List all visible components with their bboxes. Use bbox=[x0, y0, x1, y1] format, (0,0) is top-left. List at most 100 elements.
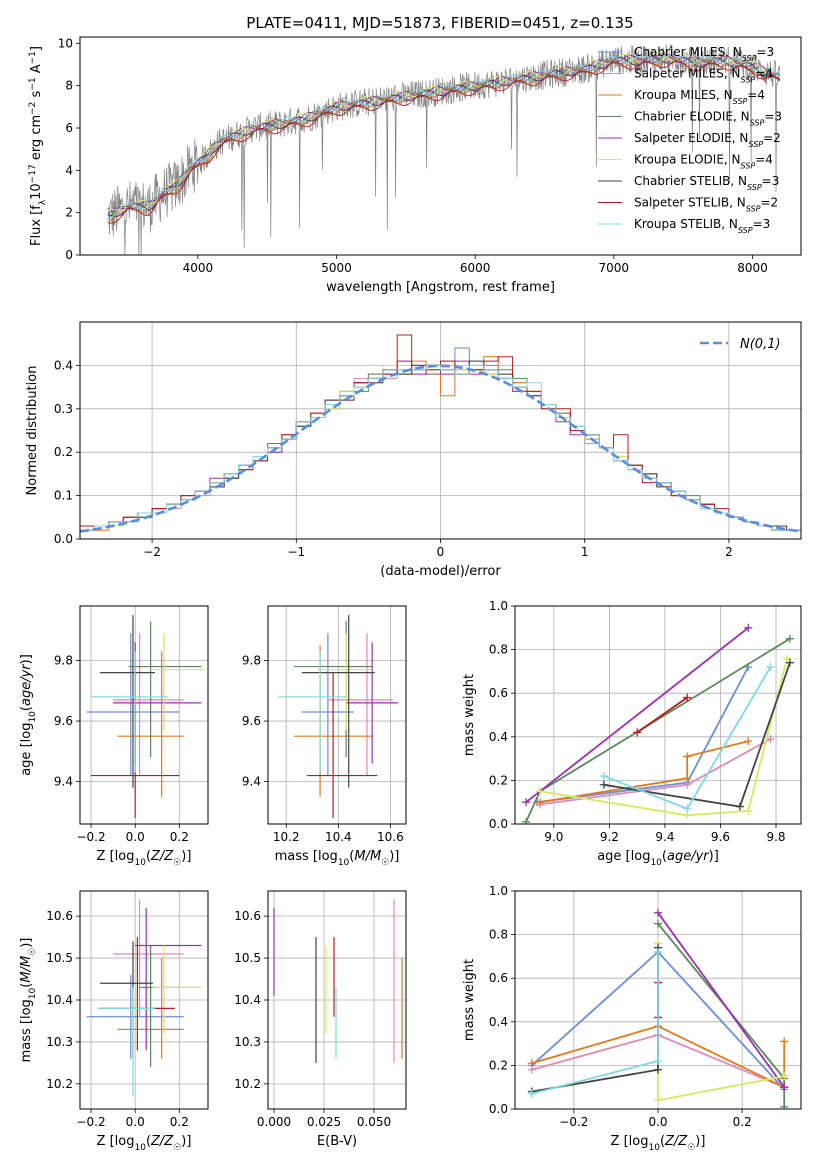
plot-area bbox=[522, 623, 794, 824]
chart-spectrum: 4000 5000 6000 7000 8000 0 2 4 6 8 10 Chabrier MILE… bbox=[28, 36, 802, 295]
model-spectrum-line bbox=[107, 60, 781, 224]
axes-frame: −0.2 0.0 0.2 9.4 9.6 9.8 Z [log10(Z/Z☉)] age [l… bbox=[19, 605, 209, 868]
legend-label: Salpeter ELODIE, NSSP=2 bbox=[634, 131, 781, 149]
weight-point-marker bbox=[780, 1083, 789, 1092]
chart-mass-vs-metallicity: −0.2 0.0 0.2 10.2 10.3 10.4 10.5 10.6 Z [log10(Z… bbox=[19, 890, 209, 1153]
plot-area bbox=[80, 334, 801, 539]
legend-label: Kroupa STELIB, NSSP=3 bbox=[634, 217, 770, 235]
weight-point-marker bbox=[535, 798, 544, 807]
x-tick-label: 0.2 bbox=[170, 1115, 189, 1129]
axes-frame: −0.2 0.0 0.2 0.0 0.2 0.4 0.6 0.8 1.0 Z [log10(Z/Z… bbox=[462, 884, 802, 1153]
x-axis-label: Z [log10(Z/Z☉)] bbox=[97, 849, 192, 868]
observed-spectrum bbox=[107, 44, 781, 255]
legend-label: Kroupa MILES, NSSP=4 bbox=[634, 88, 765, 106]
y-tick-label: 10.4 bbox=[46, 993, 73, 1007]
weight-point-marker bbox=[744, 623, 753, 632]
y-tick-label: 10.4 bbox=[234, 993, 261, 1007]
y-tick-label: 10.3 bbox=[46, 1035, 73, 1049]
weight-series-line bbox=[525, 627, 749, 803]
x-tick-label: 0 bbox=[437, 545, 445, 559]
x-tick-label: 0.000 bbox=[257, 1115, 291, 1129]
weight-point-marker bbox=[683, 693, 692, 702]
x-tick-label: 7000 bbox=[599, 261, 630, 275]
weight-point-marker bbox=[683, 774, 692, 783]
weight-point-marker bbox=[766, 734, 775, 743]
axes-frame: 10.2 10.4 10.6 9.4 9.6 9.8 mass [log10(M/M☉)] bbox=[242, 605, 407, 868]
x-tick-label: 5000 bbox=[321, 261, 352, 275]
x-axis-label: Z [log10(Z/Z☉)] bbox=[97, 1134, 192, 1153]
weight-series-line bbox=[636, 696, 688, 734]
weight-point-marker bbox=[780, 1037, 789, 1046]
weight-point-marker bbox=[654, 948, 662, 957]
weight-point-marker bbox=[683, 804, 692, 813]
chart-mass-vs-extinction: 0.000 0.025 0.050 10.2 10.3 10.4 10.5 10.6 E(B-V… bbox=[234, 890, 407, 1149]
legend-label: Salpeter STELIB, NSSP=2 bbox=[634, 196, 778, 214]
x-tick-label: 2 bbox=[725, 545, 733, 559]
weight-series-line bbox=[657, 912, 785, 1088]
weight-point-marker bbox=[654, 1096, 662, 1105]
y-tick-label: 10.2 bbox=[234, 1077, 261, 1091]
y-tick-label: 0.0 bbox=[54, 532, 73, 546]
y-axis-label: mass weight bbox=[462, 959, 477, 1041]
chart-mass-weight-vs-metallicity: −0.2 0.0 0.2 0.0 0.2 0.4 0.6 0.8 1.0 Z [log10(Z/Z… bbox=[462, 884, 802, 1153]
weight-point-marker bbox=[744, 737, 753, 746]
weight-point-marker bbox=[535, 787, 544, 796]
y-axis-label: age [log10(age/yr)] bbox=[19, 654, 38, 776]
y-tick-label: 9.4 bbox=[242, 775, 261, 789]
chart-residuals: −2 −1 0 1 2 0.0 0.1 0.2 0.3 0.4 N(0,1) (data-model)… bbox=[25, 321, 802, 579]
weight-point-marker bbox=[780, 1102, 789, 1109]
x-tick-label: −0.2 bbox=[76, 1115, 105, 1129]
y-tick-label: 0.3 bbox=[54, 402, 73, 416]
weight-point-marker bbox=[744, 806, 753, 815]
x-axis-label: Z [log10(Z/Z☉)] bbox=[611, 1134, 706, 1153]
y-tick-label: 4 bbox=[65, 163, 73, 177]
weight-point-marker bbox=[654, 919, 662, 928]
chart-mass-weight-vs-age: 9.0 9.2 9.4 9.6 9.8 0.0 0.2 0.4 0.6 0.8 1.0 age [lo… bbox=[462, 599, 802, 868]
weight-point-marker bbox=[683, 752, 692, 761]
weight-point-marker bbox=[785, 634, 794, 643]
x-tick-label: 10.6 bbox=[377, 830, 404, 844]
x-axis-label: E(B-V) bbox=[317, 1134, 357, 1149]
legend-label: Chabrier STELIB, NSSP=3 bbox=[634, 174, 779, 192]
y-tick-label: 10.6 bbox=[46, 909, 73, 923]
legend-label: N(0,1) bbox=[740, 337, 781, 352]
weight-point-marker bbox=[633, 728, 642, 737]
x-axis-label: (data-model)/error bbox=[380, 564, 501, 579]
y-tick-label: 9.6 bbox=[242, 714, 261, 728]
y-tick-label: 0.6 bbox=[489, 971, 508, 985]
weight-point-marker bbox=[785, 658, 794, 667]
x-tick-label: −0.2 bbox=[76, 830, 105, 844]
weight-point-marker bbox=[780, 1072, 789, 1081]
x-tick-label: 9.6 bbox=[711, 830, 730, 844]
y-tick-label: 9.6 bbox=[54, 714, 73, 728]
x-axis-label: wavelength [Angstrom, rest frame] bbox=[326, 280, 555, 295]
weight-series-line bbox=[539, 658, 788, 817]
axes-frame: 9.0 9.2 9.4 9.6 9.8 0.0 0.2 0.4 0.6 0.8 1.0 age [lo… bbox=[462, 599, 802, 868]
plot-area bbox=[273, 899, 403, 1063]
x-tick-label: 1 bbox=[581, 545, 589, 559]
y-tick-label: 10.6 bbox=[234, 909, 261, 923]
weight-point-marker bbox=[654, 1065, 662, 1074]
plot-area bbox=[527, 908, 789, 1109]
legend-label: Chabrier ELODIE, NSSP=3 bbox=[634, 110, 782, 128]
plot-area bbox=[86, 899, 202, 1097]
weight-point-marker bbox=[522, 798, 531, 807]
model-spectrum-line bbox=[107, 53, 781, 220]
axes-border bbox=[79, 605, 209, 825]
y-tick-label: 0.2 bbox=[489, 1058, 508, 1072]
axes-border bbox=[267, 605, 407, 825]
x-tick-label: 9.8 bbox=[766, 830, 785, 844]
chart-age-vs-metallicity: −0.2 0.0 0.2 9.4 9.6 9.8 Z [log10(Z/Z☉)] age [l… bbox=[19, 605, 209, 868]
y-tick-label: 0.0 bbox=[489, 817, 508, 831]
y-tick-label: 9.4 bbox=[54, 775, 73, 789]
y-tick-label: 6 bbox=[65, 121, 73, 135]
y-axis-label: Normed distribution bbox=[25, 366, 40, 496]
y-tick-label: 0.6 bbox=[489, 686, 508, 700]
y-tick-label: 0.8 bbox=[489, 928, 508, 942]
weight-series-line bbox=[531, 1025, 786, 1089]
y-tick-label: 0.2 bbox=[54, 445, 73, 459]
axes-border bbox=[79, 36, 802, 256]
y-tick-label: 0.4 bbox=[54, 358, 73, 372]
weight-point-marker bbox=[527, 1089, 536, 1098]
